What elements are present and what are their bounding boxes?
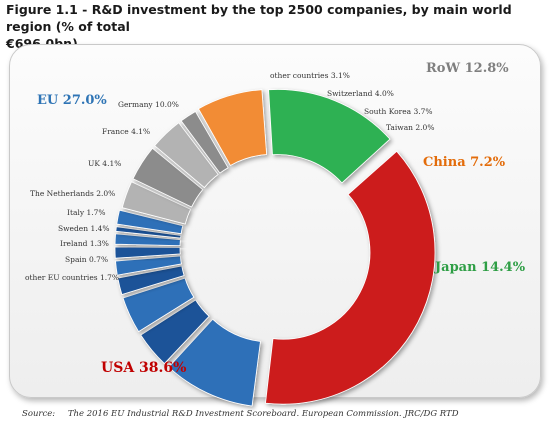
- sub-label-uk: UK 4.1%: [88, 159, 121, 168]
- sub-label-ireland: Ireland 1.3%: [60, 239, 109, 248]
- slice-other-countries: [121, 181, 192, 225]
- slice-layer: [114, 89, 436, 407]
- slice-china: [198, 89, 268, 166]
- sub-label-the-netherlands: The Netherlands 2.0%: [30, 189, 115, 198]
- slice-the-netherlands: [117, 265, 185, 296]
- sub-label-sweden: Sweden 1.4%: [58, 224, 110, 233]
- region-label-usa: USA 38.6%: [101, 360, 186, 376]
- region-label-china: China 7.2%: [423, 155, 506, 170]
- slice-sweden: [114, 246, 181, 259]
- sub-label-spain: Spain 0.7%: [65, 255, 108, 264]
- sub-label-taiwan: Taiwan 2.0%: [386, 123, 434, 132]
- region-label-japan: Japan 14.4%: [434, 260, 526, 275]
- source-label: Source:: [22, 409, 56, 419]
- source-note: Source: The 2016 EU Industrial R&D Inves…: [22, 409, 542, 419]
- sub-label-france: France 4.1%: [102, 127, 150, 136]
- slice-other-eu-countries: [116, 209, 184, 235]
- slice-france: [140, 299, 210, 365]
- slice-usa: [265, 150, 436, 405]
- figure-title-line-1: Figure 1.1 - R&D investment by the top 2…: [6, 2, 512, 34]
- sub-label-italy: Italy 1.7%: [67, 208, 106, 217]
- slice-south-korea: [154, 122, 219, 189]
- region-label-row: RoW 12.8%: [426, 61, 509, 76]
- slice-switzerland: [132, 147, 204, 208]
- region-label-eu: EU 27.0%: [37, 93, 107, 108]
- sub-label-other-countries: other countries 3.1%: [270, 71, 350, 80]
- slice-germany: [168, 318, 261, 407]
- sub-label-south-korea: South Korea 3.7%: [364, 107, 433, 116]
- slice-japan: [268, 89, 391, 184]
- slice-taiwan: [180, 110, 229, 174]
- slice-uk: [122, 277, 195, 333]
- slice-ireland: [114, 233, 181, 247]
- slice-spain: [115, 226, 182, 239]
- slice-italy: [115, 255, 182, 276]
- region-labels: EU 27.0% RoW 12.8% China 7.2% Japan 14.4% US…: [37, 61, 526, 376]
- source-text: The 2016 EU Industrial R&D Investment Sc…: [67, 409, 459, 419]
- sub-slice-labels: Germany 10.0% France 4.1% UK 4.1% The Nethe…: [25, 71, 434, 282]
- sub-label-switzerland: Switzerland 4.0%: [327, 89, 394, 98]
- sub-label-other-eu-countries: other EU countries 1.7%: [25, 273, 119, 282]
- sub-label-germany: Germany 10.0%: [118, 100, 179, 109]
